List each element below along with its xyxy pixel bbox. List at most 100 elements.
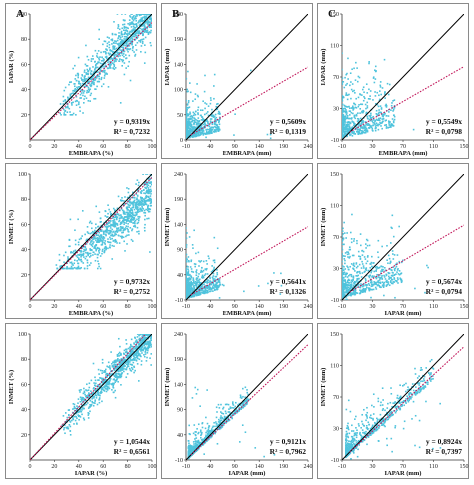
data-point: [342, 227, 344, 230]
data-point: [64, 114, 67, 116]
data-point: [392, 110, 394, 112]
data-point: [342, 272, 345, 274]
data-point: [203, 281, 205, 284]
data-point: [371, 129, 374, 132]
data-point: [345, 283, 348, 286]
data-point: [123, 223, 125, 226]
data-point: [391, 278, 394, 281]
data-point: [141, 207, 144, 209]
data-point: [143, 229, 146, 232]
data-point: [122, 59, 125, 62]
data-point: [116, 224, 119, 226]
data-point: [205, 268, 208, 271]
data-point: [377, 281, 380, 284]
data-point: [360, 290, 362, 293]
data-point: [378, 123, 381, 126]
data-point: [120, 206, 123, 209]
data-point: [129, 226, 132, 229]
data-point: [125, 35, 127, 38]
data-point: [368, 244, 371, 247]
data-point: [129, 48, 132, 50]
data-point: [199, 271, 202, 274]
y-tick-label: 100: [18, 172, 27, 178]
data-point: [194, 127, 197, 130]
data-point: [82, 262, 85, 264]
data-point: [126, 40, 129, 43]
data-point: [188, 278, 190, 280]
data-point: [347, 284, 350, 286]
data-point: [79, 106, 81, 109]
data-point: [126, 26, 128, 29]
data-point: [114, 33, 116, 36]
data-point: [112, 225, 115, 227]
data-point: [80, 97, 82, 99]
data-point: [349, 284, 351, 287]
data-point: [90, 85, 92, 88]
data-point: [352, 109, 354, 111]
data-point: [352, 279, 354, 281]
data-point: [112, 63, 115, 65]
data-point: [105, 248, 107, 251]
data-point: [369, 116, 372, 118]
data-point: [114, 233, 117, 236]
data-point: [132, 23, 134, 25]
data-point: [131, 29, 133, 32]
data-point: [351, 132, 354, 134]
data-point: [81, 409, 83, 411]
data-point: [396, 271, 398, 273]
data-point: [386, 284, 389, 286]
data-point: [85, 248, 87, 250]
data-point: [216, 273, 219, 276]
data-point: [186, 297, 187, 299]
data-point: [213, 85, 215, 87]
data-point: [133, 222, 135, 224]
data-point: [111, 237, 113, 240]
data-point: [364, 129, 366, 131]
data-point: [85, 44, 87, 47]
data-point: [131, 345, 133, 348]
x-tick-label: 60: [100, 304, 106, 310]
data-point: [348, 279, 351, 282]
data-point: [147, 196, 150, 199]
data-point: [85, 78, 88, 80]
panel-3: -10 30 70 110 150 -10 30 70 110 150 EMBRAPA (mm) IA…: [317, 3, 469, 159]
data-point: [192, 277, 195, 279]
data-point: [371, 255, 373, 258]
data-point: [214, 113, 217, 116]
data-point: [100, 226, 102, 229]
data-point: [383, 112, 386, 114]
data-point: [187, 107, 190, 109]
data-point: [213, 97, 215, 100]
data-point: [147, 189, 149, 192]
data-point: [133, 356, 136, 358]
data-point: [211, 276, 214, 279]
data-point: [351, 127, 353, 130]
data-point: [148, 177, 150, 179]
data-point: [89, 241, 92, 243]
data-point: [193, 229, 195, 232]
data-point: [105, 228, 108, 231]
data-point: [372, 288, 375, 291]
data-point: [147, 192, 149, 195]
data-point: [102, 377, 104, 380]
data-point: [189, 123, 192, 126]
data-point: [356, 117, 359, 120]
data-point: [123, 25, 126, 28]
data-point: [136, 230, 138, 233]
data-point: [101, 386, 104, 389]
data-point: [195, 119, 197, 121]
data-point: [362, 287, 365, 290]
data-point: [86, 383, 88, 386]
data-point: [104, 56, 107, 58]
data-point: [202, 287, 205, 289]
data-point: [345, 237, 347, 239]
data-point: [342, 124, 345, 126]
data-point: [343, 286, 346, 288]
data-point: [186, 117, 188, 120]
data-point: [74, 229, 76, 232]
data-point: [136, 340, 138, 343]
data-point: [384, 104, 387, 107]
data-point: [135, 213, 138, 216]
data-point: [126, 206, 129, 208]
